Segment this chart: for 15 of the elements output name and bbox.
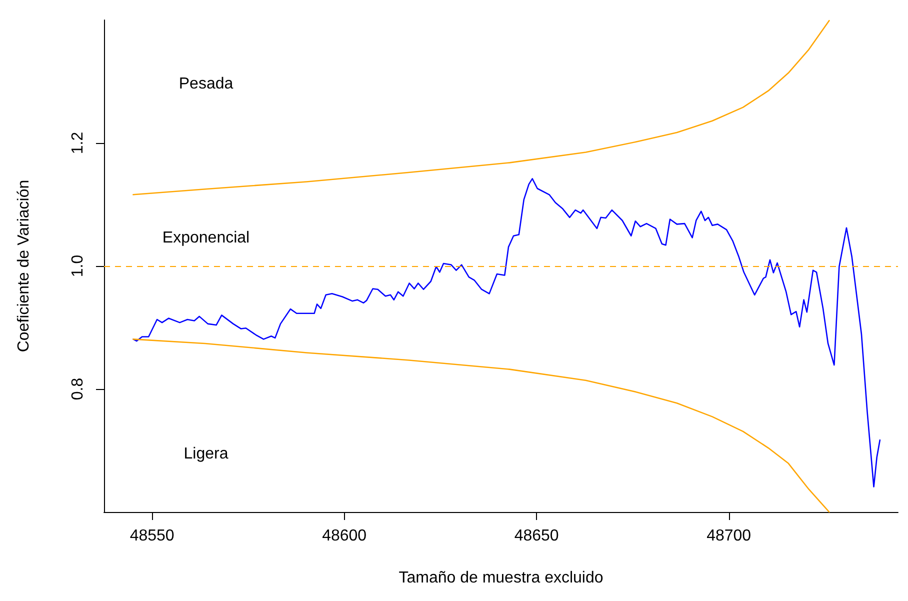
x-tick-label: 48650	[514, 528, 559, 544]
line-series	[132, 20, 830, 196]
annotation: Exponencial	[162, 230, 250, 246]
x-tick-label: 48700	[706, 528, 752, 544]
y-axis-title: Coeficiente de Variación	[16, 180, 32, 352]
x-tick-label: 48600	[322, 528, 367, 544]
y-tick-label: 1.2	[70, 132, 86, 154]
line-series	[132, 338, 830, 513]
annotation: Pesada	[178, 76, 234, 92]
y-tick-label: 1.0	[70, 254, 86, 278]
y-tick-label: 0.8	[70, 378, 86, 400]
annotation: Ligera	[184, 446, 228, 462]
line-series	[132, 178, 881, 488]
x-axis-title: Tamaño de muestra excluido	[398, 570, 604, 586]
x-tick-label: 48550	[130, 528, 174, 544]
